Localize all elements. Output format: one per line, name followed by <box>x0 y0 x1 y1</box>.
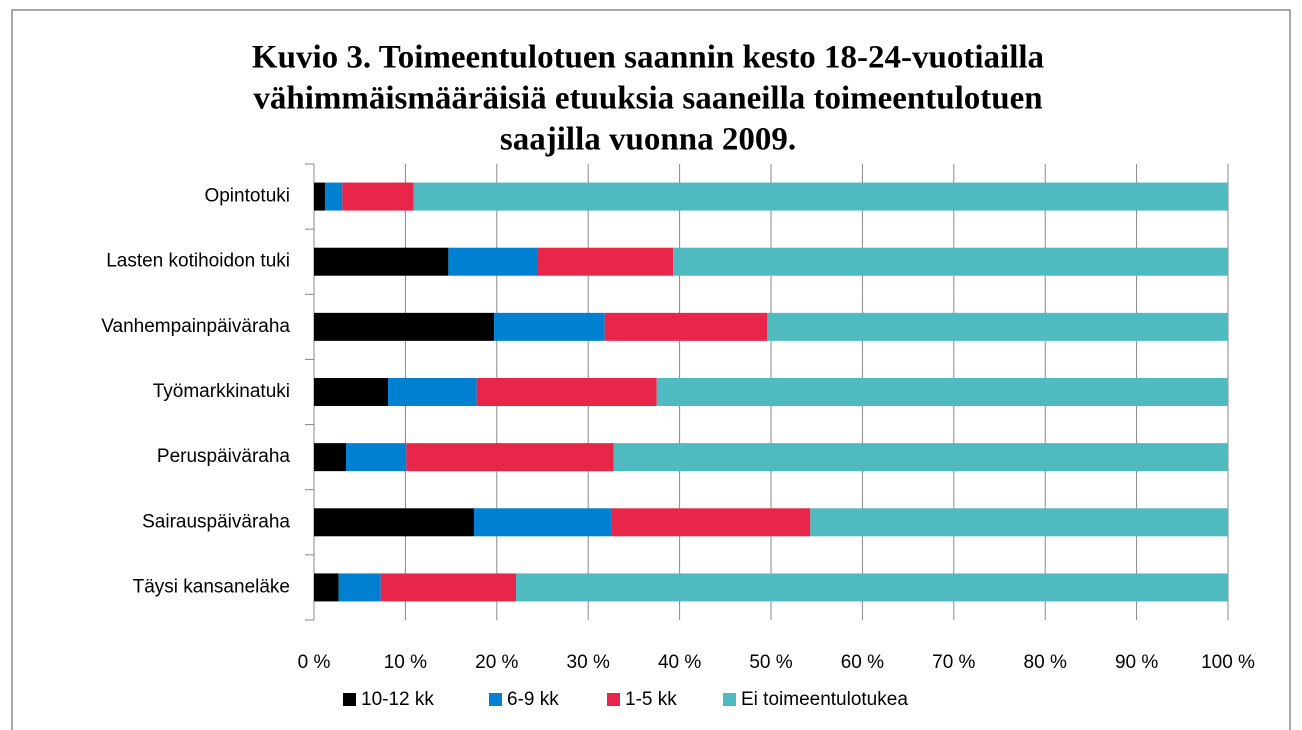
x-tick-label: 40 % <box>658 652 701 673</box>
bar-segment <box>613 443 1228 472</box>
bar-segment <box>314 443 346 472</box>
x-tick-label: 50 % <box>749 652 792 673</box>
x-tick-label: 10 % <box>384 652 427 673</box>
chart-title: saajilla vuonna 2009. <box>500 122 796 158</box>
bar-segment <box>604 312 768 341</box>
bar-segment <box>810 508 1228 537</box>
bar-segment <box>380 573 516 602</box>
bar-segment <box>448 247 538 276</box>
y-tick-label: Opintotuki <box>204 186 290 207</box>
x-tick-label: 60 % <box>841 652 884 673</box>
y-tick-label: Lasten kotihoidon tuki <box>106 251 290 272</box>
x-tick-label: 70 % <box>932 652 975 673</box>
bar-segment <box>314 378 389 406</box>
x-tick-label: 90 % <box>1115 652 1158 673</box>
x-tick-label: 80 % <box>1024 652 1067 673</box>
y-tick-label: Täysi kansaneläke <box>133 576 290 597</box>
bar-segment <box>413 182 1229 211</box>
legend-label: 1-5 kk <box>625 689 677 710</box>
chart-title: vähimmäismääräisiä etuuksia saaneilla to… <box>253 81 1042 117</box>
bar-segment <box>611 508 811 537</box>
bar-segment <box>342 182 414 211</box>
legend-swatch <box>489 693 502 706</box>
bar-segment <box>314 247 449 276</box>
chart-title: Kuvio 3. Toimeentulotuen saannin kesto 1… <box>252 40 1044 76</box>
x-tick-label: 30 % <box>567 652 610 673</box>
x-tick-label: 0 % <box>298 652 331 673</box>
bar-segment <box>476 378 657 406</box>
y-tick-label: Vanhempainpäiväraha <box>101 316 290 337</box>
y-tick-label: Peruspäiväraha <box>157 446 291 467</box>
legend-label: 10-12 kk <box>361 689 434 710</box>
bar-segment <box>314 312 495 341</box>
bar-segment <box>406 443 614 472</box>
bar-segment <box>314 182 325 211</box>
legend-label: Ei toimeentulotukea <box>741 689 908 710</box>
bar-segment <box>515 573 1228 602</box>
bar-segment <box>314 573 339 602</box>
chart-frame <box>11 9 1291 730</box>
bar-segment <box>673 247 1228 276</box>
legend-swatch <box>343 693 356 706</box>
bar-segment <box>656 378 1228 406</box>
bar-segment <box>388 378 477 406</box>
bar-segment <box>537 247 674 276</box>
legend-label: 6-9 kk <box>507 689 559 710</box>
bar-segment <box>473 508 612 537</box>
bar-segment <box>345 443 407 472</box>
x-tick-label: 20 % <box>475 652 518 673</box>
y-tick-label: Työmarkkinatuki <box>153 381 290 402</box>
bar-segment <box>324 182 343 211</box>
y-tick-label: Sairauspäiväraha <box>142 511 290 532</box>
bar-segment <box>767 312 1228 341</box>
legend-swatch <box>607 693 620 706</box>
bar-segment <box>314 508 474 537</box>
x-tick-label: 100 % <box>1201 652 1255 673</box>
bar-segment <box>338 573 381 602</box>
bar-segment <box>494 312 605 341</box>
legend-swatch <box>723 693 736 706</box>
